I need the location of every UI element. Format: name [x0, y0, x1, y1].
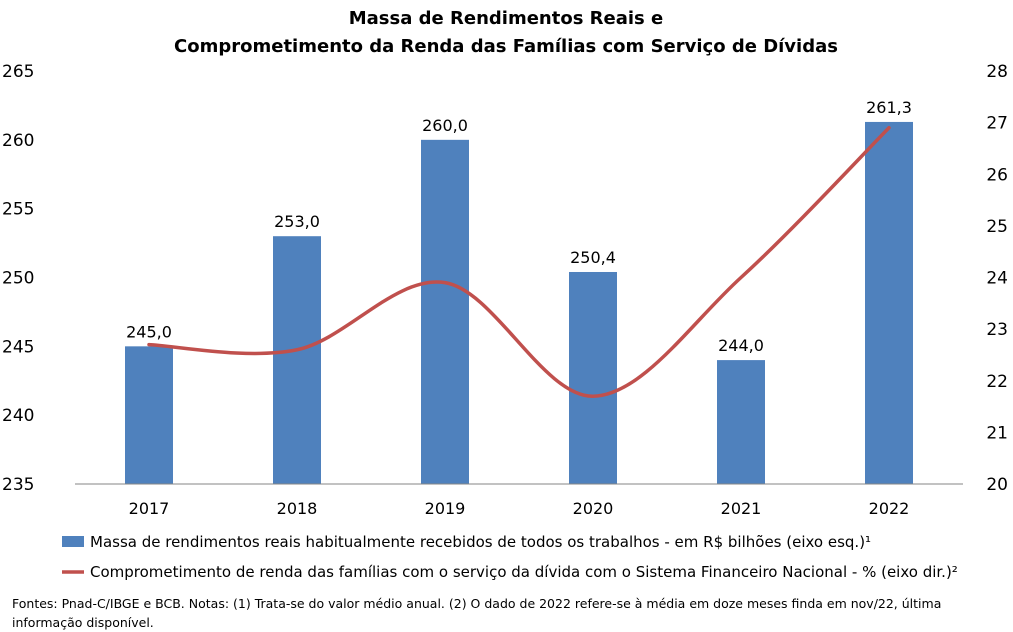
source-note: Fontes: Pnad-C/IBGE e BCB. Notas: (1) Tr…: [12, 596, 942, 630]
left-tick-265: 265: [2, 62, 34, 82]
chart-title-line1: Massa de Rendimentos Reais e: [349, 8, 664, 29]
data-label-2017: 245,0: [126, 322, 172, 341]
data-label-2018: 253,0: [274, 212, 320, 231]
bar-2022: [865, 121, 913, 484]
data-label-2022: 261,3: [866, 98, 912, 117]
right-tick-24: 24: [986, 269, 1008, 289]
left-tick-260: 260: [2, 131, 34, 151]
right-tick-28: 28: [986, 62, 1008, 82]
x-tick-2020: 2020: [573, 499, 614, 518]
bar-2019: [421, 139, 469, 485]
bar-data-labels: 245,0 253,0 260,0 250,4 244,0 261,3: [126, 98, 912, 355]
left-tick-255: 255: [2, 200, 34, 220]
right-tick-27: 27: [986, 114, 1008, 134]
bar-2018: [273, 236, 321, 484]
right-tick-21: 21: [986, 423, 1008, 443]
right-tick-23: 23: [986, 320, 1008, 340]
chart-title-line2: Comprometimento da Renda das Famílias co…: [174, 36, 838, 57]
right-tick-20: 20: [986, 475, 1008, 495]
right-tick-25: 25: [986, 217, 1008, 237]
left-axis-ticks: 235 240 245 250 255 260 265: [2, 62, 34, 495]
x-tick-2018: 2018: [277, 499, 318, 518]
bar-2020: [569, 271, 617, 484]
legend-line-label: Comprometimento de renda das famílias co…: [90, 563, 958, 581]
bar-series: [125, 121, 913, 485]
left-tick-250: 250: [2, 269, 34, 289]
left-tick-235: 235: [2, 475, 34, 495]
x-tick-2019: 2019: [425, 499, 466, 518]
chart-canvas: Massa de Rendimentos Reais e Comprometim…: [2, 8, 1008, 581]
right-axis-ticks: 20 21 22 23 24 25 26 27 28: [986, 62, 1008, 495]
legend-bar-label: Massa de rendimentos reais habitualmente…: [90, 533, 871, 551]
right-tick-22: 22: [986, 372, 1008, 392]
left-tick-245: 245: [2, 337, 34, 357]
data-label-2019: 260,0: [422, 116, 468, 135]
x-tick-2022: 2022: [869, 499, 910, 518]
data-label-2021: 244,0: [718, 336, 764, 355]
line-series: [147, 126, 891, 398]
data-label-2020: 250,4: [570, 248, 616, 267]
legend-bar-swatch: [62, 536, 84, 547]
legend: Massa de rendimentos reais habitualmente…: [62, 533, 958, 581]
bar-2021: [717, 360, 765, 484]
x-tick-2017: 2017: [129, 499, 170, 518]
bar-2017: [125, 346, 173, 484]
left-tick-240: 240: [2, 406, 34, 426]
x-axis-ticks: 2017 2018 2019 2020 2021 2022: [129, 499, 910, 518]
x-tick-2021: 2021: [721, 499, 762, 518]
right-tick-26: 26: [986, 165, 1008, 185]
